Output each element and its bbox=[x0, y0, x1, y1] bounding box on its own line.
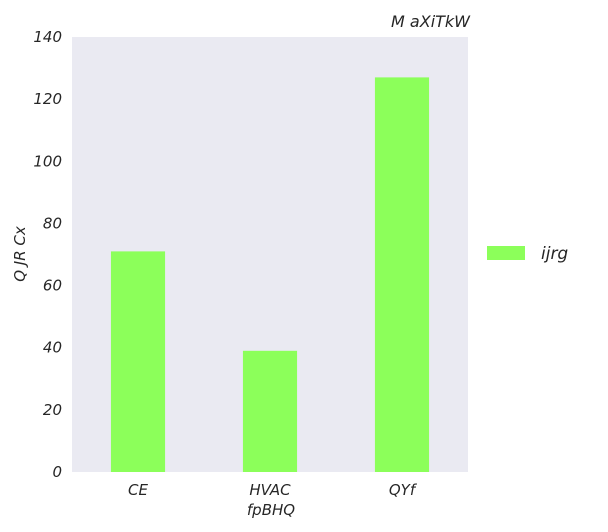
x-axis-label: fpBHQ bbox=[247, 501, 295, 519]
bar-qyf bbox=[374, 77, 430, 472]
y-tick-label: 80 bbox=[43, 214, 62, 232]
legend-swatch bbox=[487, 246, 525, 260]
legend: ijrg bbox=[487, 244, 568, 264]
y-axis-ticks: 0 20 40 60 80 100 120 140 bbox=[33, 28, 62, 481]
chart-title: M aXiTkW bbox=[391, 12, 471, 31]
x-tick-label: QYf bbox=[389, 481, 418, 499]
y-tick-label: 0 bbox=[52, 463, 62, 481]
y-tick-label: 60 bbox=[43, 277, 62, 295]
y-tick-label: 120 bbox=[33, 90, 62, 108]
x-tick-label: CE bbox=[128, 481, 148, 499]
y-tick-label: 140 bbox=[33, 28, 62, 46]
x-axis-ticks: CE HVAC QYf bbox=[128, 481, 418, 499]
x-tick-label: HVAC bbox=[249, 481, 291, 499]
bar-hvac bbox=[242, 350, 298, 472]
bars-group bbox=[110, 77, 430, 472]
y-axis-label: Q JR Cx bbox=[11, 226, 29, 282]
y-tick-label: 40 bbox=[43, 339, 62, 357]
y-tick-label: 20 bbox=[43, 401, 62, 419]
bar-ce bbox=[110, 251, 166, 472]
y-tick-label: 100 bbox=[33, 152, 62, 170]
legend-label: ijrg bbox=[541, 244, 568, 264]
